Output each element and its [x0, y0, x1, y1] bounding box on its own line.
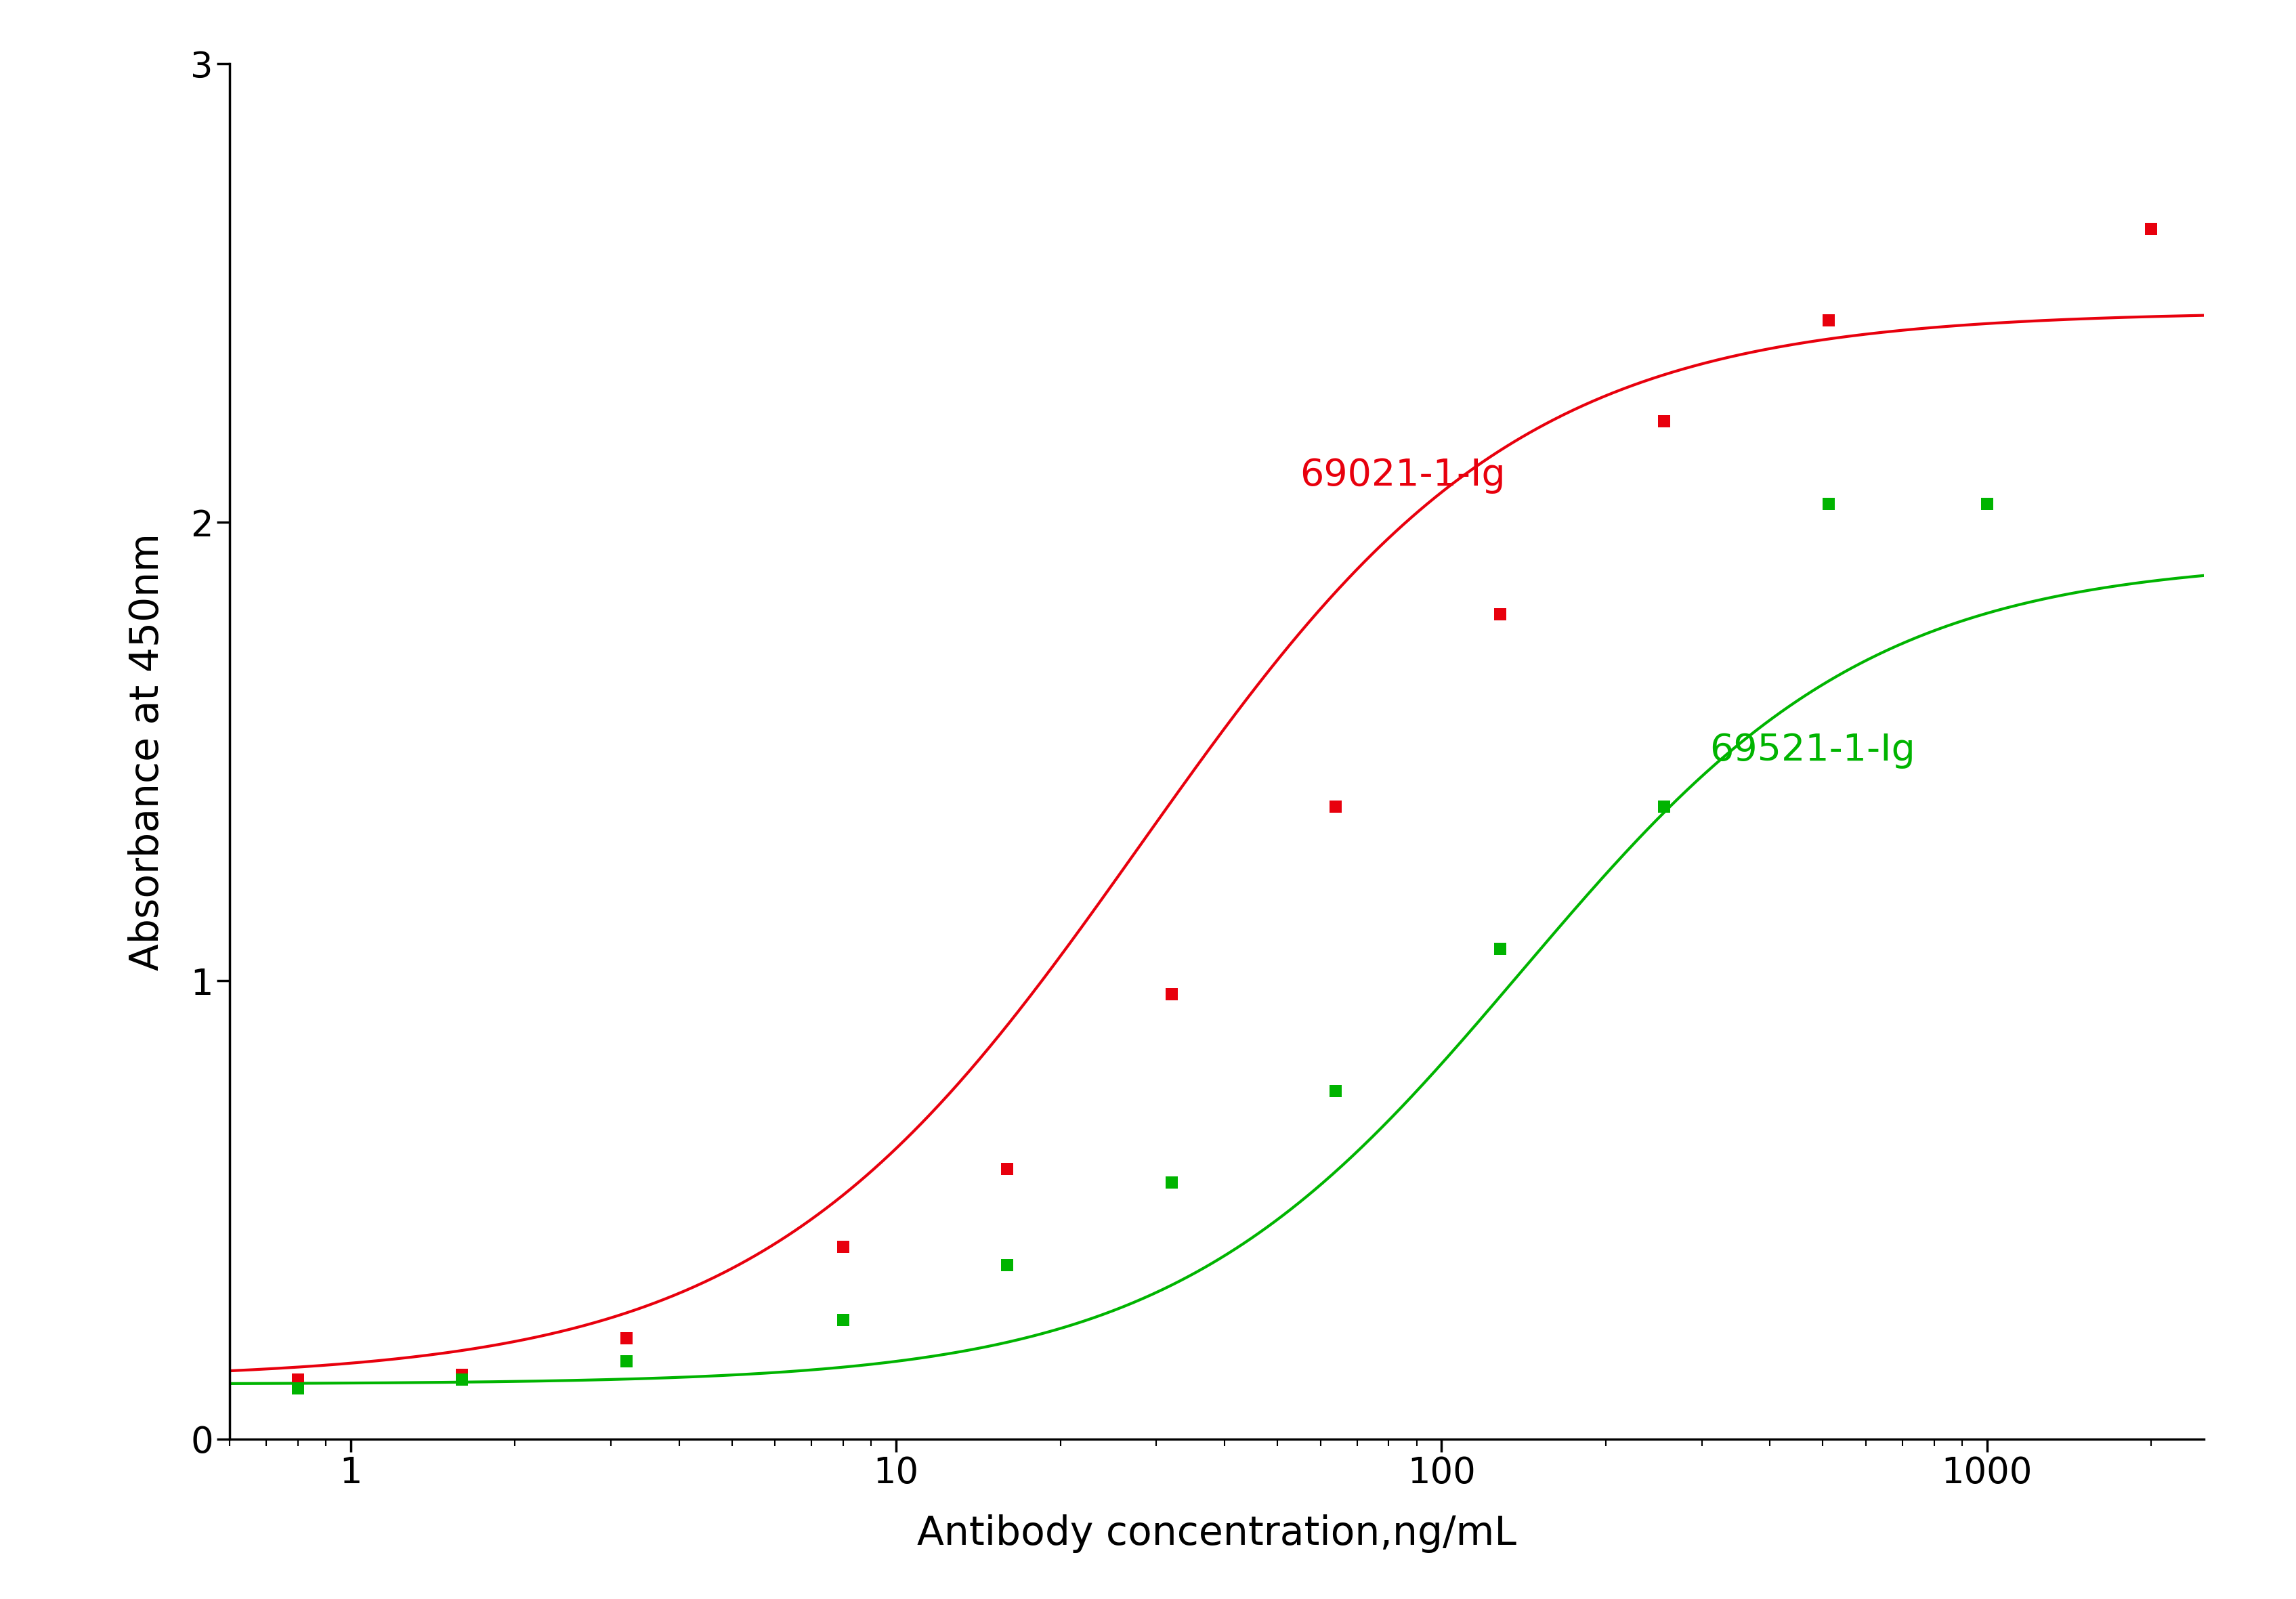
- Point: [280, 1367, 317, 1393]
- Point: [1646, 409, 1683, 435]
- Y-axis label: Absorbance at 450nm: Absorbance at 450nm: [129, 532, 168, 971]
- Point: [990, 1252, 1026, 1278]
- X-axis label: Antibody concentration,ng/mL: Antibody concentration,ng/mL: [916, 1514, 1518, 1553]
- Point: [443, 1362, 480, 1388]
- Point: [1481, 935, 1518, 961]
- Text: 69021-1-Ig: 69021-1-Ig: [1300, 457, 1506, 494]
- Point: [824, 1306, 861, 1332]
- Point: [1153, 982, 1189, 1007]
- Point: [824, 1234, 861, 1260]
- Point: [608, 1326, 645, 1351]
- Point: [1318, 793, 1355, 819]
- Point: [1318, 1078, 1355, 1103]
- Point: [280, 1375, 317, 1401]
- Point: [1646, 793, 1683, 819]
- Point: [1968, 491, 2004, 516]
- Point: [2133, 216, 2170, 241]
- Point: [443, 1367, 480, 1393]
- Point: [608, 1348, 645, 1374]
- Point: [1153, 1169, 1189, 1194]
- Text: 69521-1-Ig: 69521-1-Ig: [1711, 732, 1915, 769]
- Point: [1481, 601, 1518, 627]
- Point: [990, 1156, 1026, 1182]
- Point: [1809, 491, 1846, 516]
- Point: [1809, 309, 1846, 334]
